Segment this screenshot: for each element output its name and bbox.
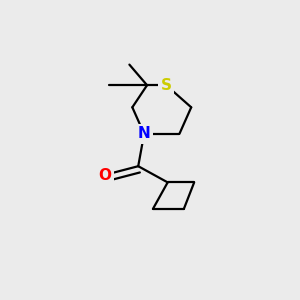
Text: N: N: [138, 126, 151, 141]
Text: S: S: [161, 78, 172, 93]
Text: O: O: [98, 167, 111, 182]
